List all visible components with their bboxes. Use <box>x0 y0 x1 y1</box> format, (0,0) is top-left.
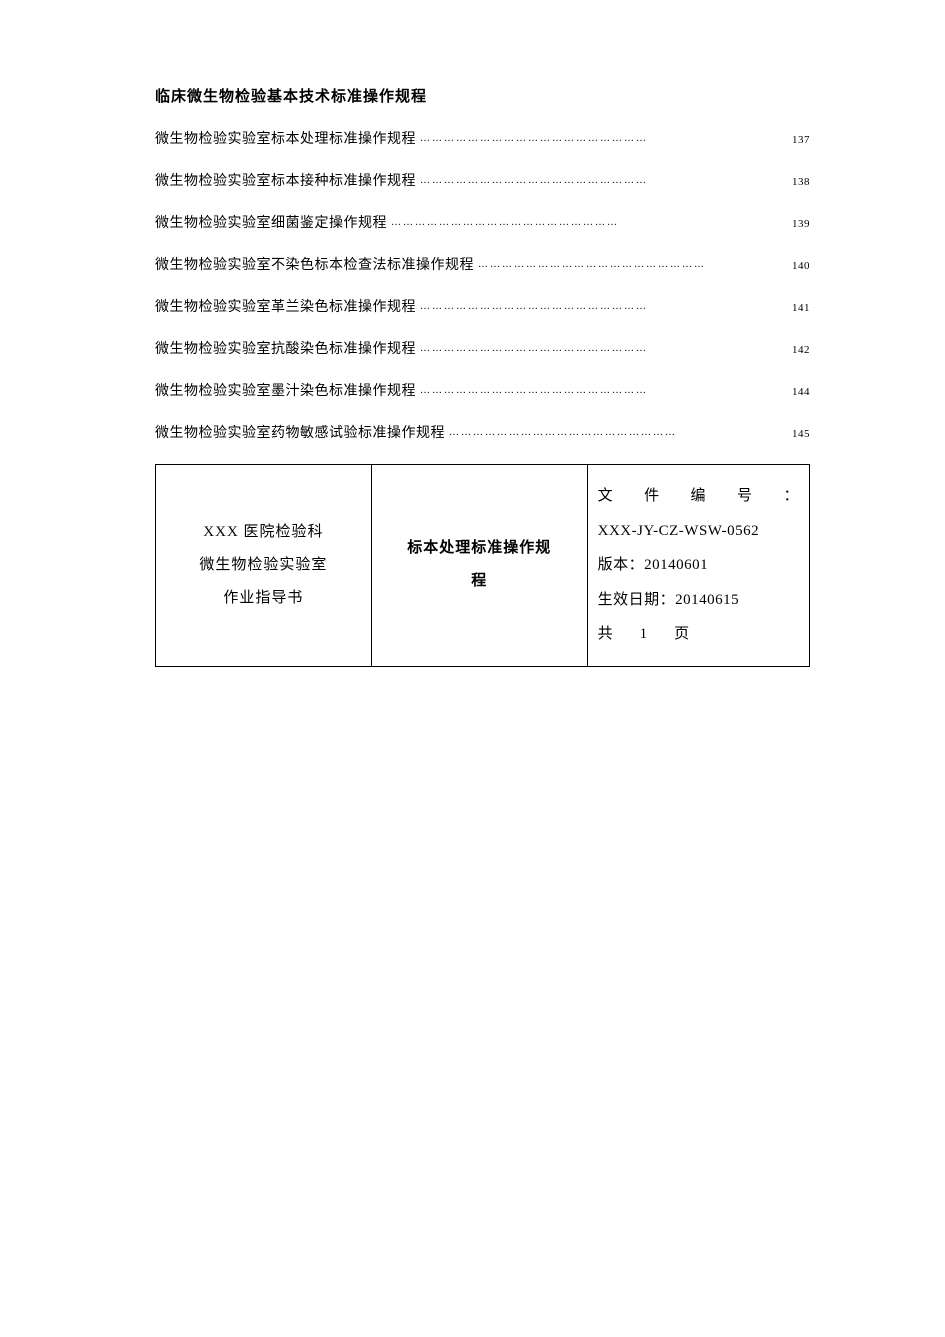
org-line-2: 微生物检验实验室 <box>166 549 361 582</box>
toc-title: 微生物检验实验室药物敏感试验标准操作规程 <box>155 422 445 442</box>
toc-page: 142 <box>792 344 810 356</box>
section-title: 临床微生物检验基本技术标准操作规程 <box>155 85 810 106</box>
toc-entry: 微生物检验实验室不染色标本检查法标准操作规程 ……………………………………………… <box>155 254 810 274</box>
toc-page: 140 <box>792 260 810 272</box>
toc-title: 微生物检验实验室墨汁染色标准操作规程 <box>155 380 416 400</box>
toc-page: 145 <box>792 428 810 440</box>
toc-page: 141 <box>792 302 810 314</box>
toc-title: 微生物检验实验室不染色标本检查法标准操作规程 <box>155 254 474 274</box>
toc-entry: 微生物检验实验室抗酸染色标准操作规程 ………………………………………………… 1… <box>155 338 810 358</box>
toc-title: 微生物检验实验室革兰染色标准操作规程 <box>155 296 416 316</box>
doc-page-count: 共 1 页 <box>598 626 696 642</box>
toc-dots: ………………………………………………… <box>416 343 792 354</box>
table-cell-org: XXX 医院检验科 微生物检验实验室 作业指导书 <box>156 465 372 667</box>
toc-entry: 微生物检验实验室细菌鉴定操作规程 ………………………………………………… 139 <box>155 212 810 232</box>
toc-page: 139 <box>792 218 810 230</box>
doc-title-line-1: 标本处理标准操作规 <box>407 540 551 556</box>
toc-entry: 微生物检验实验室标本接种标准操作规程 ………………………………………………… 1… <box>155 170 810 190</box>
doc-effective-date: 生效日期：20140615 <box>598 592 740 608</box>
toc-entry: 微生物检验实验室药物敏感试验标准操作规程 …………………………………………………… <box>155 422 810 442</box>
toc-entry: 微生物检验实验室墨汁染色标准操作规程 ………………………………………………… 1… <box>155 380 810 400</box>
toc-dots: ………………………………………………… <box>416 133 792 144</box>
document-info-table: XXX 医院检验科 微生物检验实验室 作业指导书 标本处理标准操作规 程 文 件… <box>155 464 810 667</box>
toc-page: 138 <box>792 176 810 188</box>
toc-dots: ………………………………………………… <box>445 427 792 438</box>
org-line-3: 作业指导书 <box>166 582 361 615</box>
table-row: XXX 医院检验科 微生物检验实验室 作业指导书 标本处理标准操作规 程 文 件… <box>156 465 810 667</box>
toc-container: 微生物检验实验室标本处理标准操作规程 ………………………………………………… 1… <box>155 128 810 442</box>
toc-dots: ………………………………………………… <box>474 259 792 270</box>
toc-entry: 微生物检验实验室标本处理标准操作规程 ………………………………………………… 1… <box>155 128 810 148</box>
toc-title: 微生物检验实验室抗酸染色标准操作规程 <box>155 338 416 358</box>
table-cell-title: 标本处理标准操作规 程 <box>371 465 587 667</box>
toc-page: 137 <box>792 134 810 146</box>
toc-title: 微生物检验实验室标本接种标准操作规程 <box>155 170 416 190</box>
toc-dots: ………………………………………………… <box>416 301 792 312</box>
toc-page: 144 <box>792 386 810 398</box>
org-line-1: XXX 医院检验科 <box>166 516 361 549</box>
table-cell-meta: 文 件 编 号 ： XXX-JY-CZ-WSW-0562 版本：20140601… <box>587 465 809 667</box>
toc-dots: ………………………………………………… <box>416 175 792 186</box>
doc-version: 版本：20140601 <box>598 557 709 573</box>
doc-title-line-2: 程 <box>471 573 487 589</box>
toc-dots: ………………………………………………… <box>387 217 792 228</box>
doc-number-value: XXX-JY-CZ-WSW-0562 <box>598 523 759 539</box>
doc-number-label: 文 件 编 号 ： <box>598 479 799 514</box>
toc-title: 微生物检验实验室细菌鉴定操作规程 <box>155 212 387 232</box>
toc-dots: ………………………………………………… <box>416 385 792 396</box>
toc-entry: 微生物检验实验室革兰染色标准操作规程 ………………………………………………… 1… <box>155 296 810 316</box>
toc-title: 微生物检验实验室标本处理标准操作规程 <box>155 128 416 148</box>
